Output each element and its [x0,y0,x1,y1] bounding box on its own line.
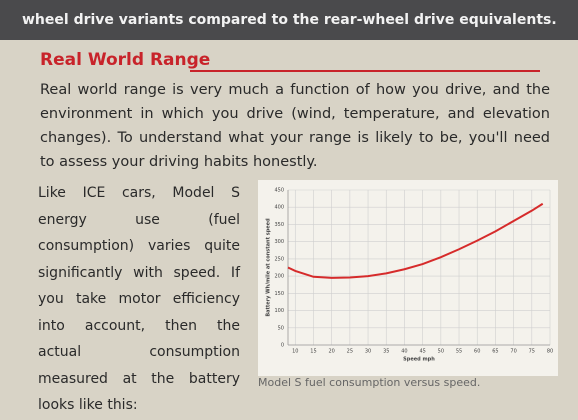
data-line [287,202,544,279]
y-tick-label: 150 [274,291,284,297]
x-tick-label: 50 [438,349,444,355]
y-tick-label: 250 [274,256,284,262]
x-tick-label: 65 [492,349,498,355]
y-tick-label: 0 [281,343,284,349]
x-tick-label: 15 [310,349,316,355]
body-paragraph: Like ICE cars, Model S energy use (fuel … [38,185,240,413]
y-tick-label: 200 [274,274,284,280]
x-tick-label: 45 [419,349,425,355]
x-tick-label: 35 [383,349,389,355]
x-tick-label: 70 [510,349,516,355]
x-tick-label: 80 [547,349,553,355]
y-tick-label: 50 [278,325,284,331]
chart: 0 50 100 150 200 250 300 350 400 450 10 15 20 25 30 35 4… [258,180,558,376]
header-text: wheel drive variants compared to the rea… [22,12,557,28]
y-tick-label: 400 [274,205,284,211]
header-band: wheel drive variants compared to the rea… [0,0,578,40]
intro-paragraph: Real world range is very much a function… [40,82,550,170]
y-tick-label: 100 [274,308,284,314]
section-title: Real World Range [40,50,211,70]
x-tick-label: 60 [474,349,480,355]
y-tick-label: 450 [274,188,284,194]
x-tick-label: 55 [456,349,462,355]
x-tick-label: 20 [328,349,334,355]
y-axis-label: Battery Wh/mile at constant speed [266,218,272,317]
y-tick-label: 300 [274,239,284,245]
x-tick-label: 40 [401,349,407,355]
title-rule [190,70,540,72]
x-tick-label: 30 [365,349,371,355]
x-tick-label: 10 [292,349,298,355]
x-tick-label: 75 [529,349,535,355]
figure-caption: Model S fuel consumption versus speed. [258,376,481,389]
x-axis-label: Speed mph [403,357,435,363]
x-tick-label: 25 [347,349,353,355]
y-tick-label: 350 [274,222,284,228]
